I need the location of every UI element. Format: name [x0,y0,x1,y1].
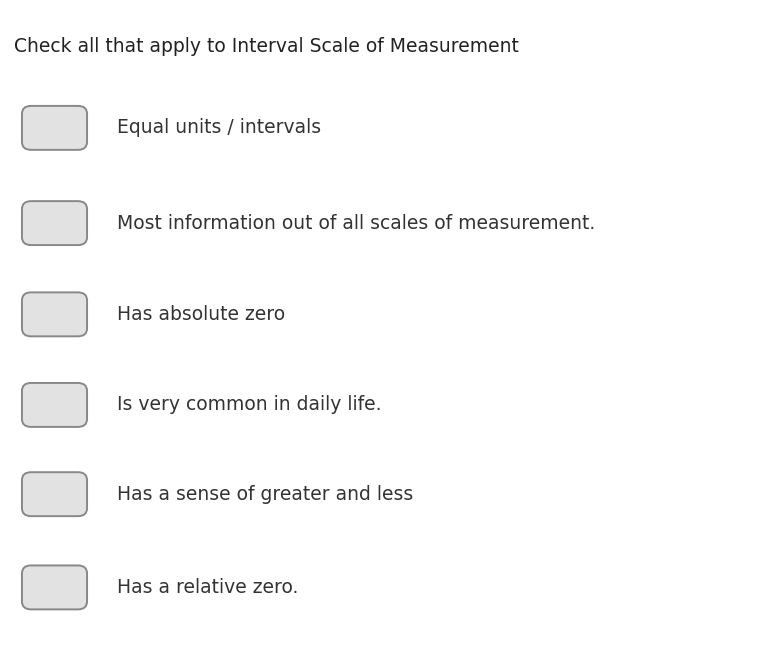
Text: Equal units / intervals: Equal units / intervals [117,119,322,137]
Text: Has absolute zero: Has absolute zero [117,305,285,324]
Text: Most information out of all scales of measurement.: Most information out of all scales of me… [117,214,596,232]
Text: Has a sense of greater and less: Has a sense of greater and less [117,485,413,503]
FancyBboxPatch shape [22,565,87,609]
Text: Is very common in daily life.: Is very common in daily life. [117,396,382,414]
FancyBboxPatch shape [22,472,87,516]
FancyBboxPatch shape [22,201,87,245]
FancyBboxPatch shape [22,106,87,150]
Text: Check all that apply to Interval Scale of Measurement: Check all that apply to Interval Scale o… [14,37,519,56]
FancyBboxPatch shape [22,383,87,427]
FancyBboxPatch shape [22,292,87,336]
Text: Has a relative zero.: Has a relative zero. [117,578,299,597]
